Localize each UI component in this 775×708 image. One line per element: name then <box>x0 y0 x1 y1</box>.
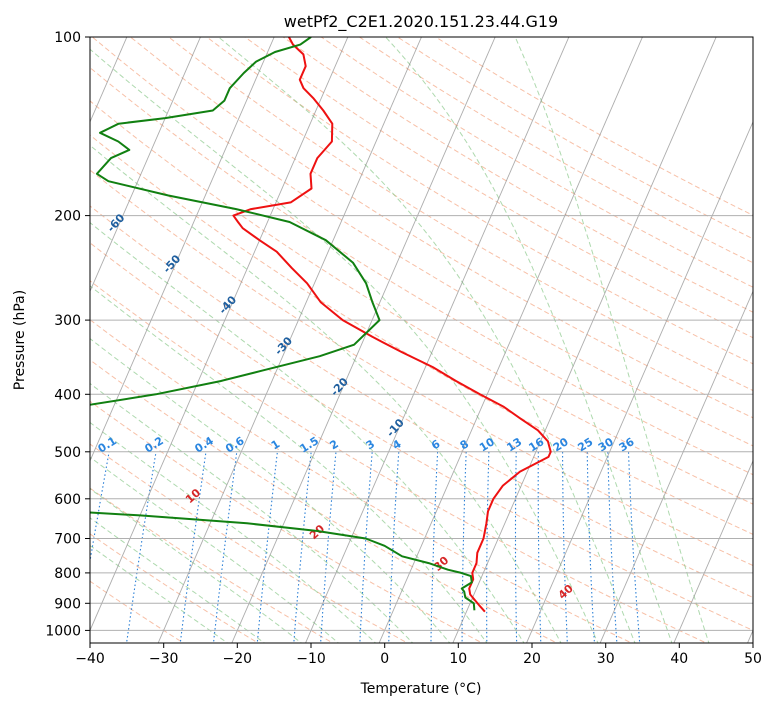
dry-adiabat-line <box>206 37 753 365</box>
y-tick-label: 600 <box>54 492 81 508</box>
x-tick-label: 30 <box>597 651 615 667</box>
y-tick-label: 200 <box>54 209 81 225</box>
x-tick-label: 20 <box>523 651 541 667</box>
dry-adiabat-line <box>90 66 753 476</box>
x-axis-ticks: −40 −30 −20 −10 0 10 20 30 40 50 <box>75 643 762 667</box>
y-tick-label: 700 <box>54 532 81 548</box>
isotherm-line <box>673 459 753 643</box>
isotherm-line <box>599 290 753 643</box>
isotherm-line <box>452 37 717 643</box>
y-tick-label: 800 <box>54 566 81 582</box>
dry-adiabat-line <box>282 37 753 313</box>
dry-adiabat-line <box>90 205 753 599</box>
isotherm-line <box>90 37 275 462</box>
dewpoint-profile-line <box>90 37 476 611</box>
isotherm-line <box>157 37 422 643</box>
moist-adiabat-line <box>90 338 451 643</box>
x-tick-label: −30 <box>149 651 179 667</box>
isotherm-line <box>90 37 201 293</box>
y-tick-label: 1000 <box>45 623 81 639</box>
dry-adiabat-line <box>320 37 753 288</box>
y-tick-label: 500 <box>54 445 81 461</box>
dry-adiabat-line <box>244 37 753 339</box>
moist-adiabat-line <box>90 222 525 643</box>
y-tick-label: 100 <box>54 30 81 46</box>
y-axis-ticks: 100 200 300 400 500 600 700 800 900 1000 <box>45 30 90 639</box>
moist-adiabat-line <box>90 421 377 643</box>
dry-adiabat-line <box>90 443 409 643</box>
moist-adiabat-line <box>218 37 636 643</box>
dry-adiabat-line <box>90 319 633 643</box>
dry-adiabat-line <box>90 134 753 535</box>
y-tick-label: 400 <box>54 387 81 403</box>
pressure-gridlines <box>90 37 753 631</box>
moist-adiabat-line <box>90 487 303 643</box>
isotherm-line <box>526 120 753 643</box>
x-axis-label: Temperature (°C) <box>360 681 482 697</box>
y-axis-label: Pressure (hPa) <box>12 290 28 390</box>
isotherm-line <box>90 37 349 632</box>
dry-adiabat-line <box>90 100 753 505</box>
isotherm-line <box>305 37 570 643</box>
x-tick-label: −40 <box>75 651 105 667</box>
y-tick-label: 300 <box>54 313 81 329</box>
y-tick-label: 900 <box>54 596 81 612</box>
plot-frame <box>89 36 754 644</box>
x-tick-label: 50 <box>744 651 762 667</box>
sounding-profiles <box>90 37 552 613</box>
x-tick-label: −20 <box>223 651 253 667</box>
x-tick-label: 10 <box>449 651 467 667</box>
temperature-profile-line <box>232 37 552 613</box>
x-tick-label: −10 <box>296 651 326 667</box>
x-tick-label: 0 <box>380 651 389 667</box>
x-tick-label: 40 <box>670 651 688 667</box>
moist-adiabat-line <box>90 517 266 643</box>
chart-title: wetPf2_C2E1.2020.151.23.44.G19 <box>284 12 558 32</box>
dry-adiabat-line <box>90 242 753 631</box>
isotherm-line <box>378 37 643 643</box>
